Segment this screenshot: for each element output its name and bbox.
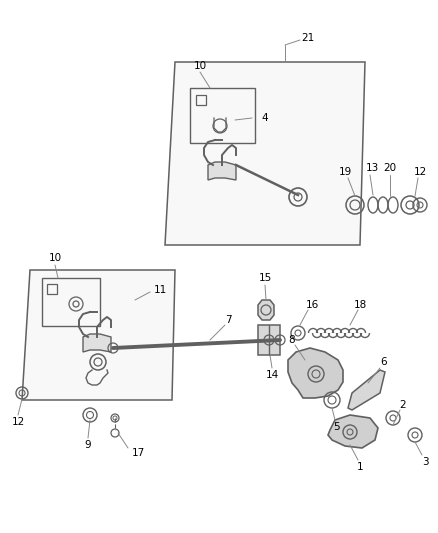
Polygon shape [348,370,385,410]
Text: 11: 11 [153,285,166,295]
Polygon shape [328,415,378,448]
Polygon shape [165,62,365,245]
Text: 19: 19 [339,167,352,177]
Text: 12: 12 [413,167,427,177]
Text: 9: 9 [85,440,91,450]
Polygon shape [288,348,343,398]
Text: 8: 8 [289,335,295,345]
Polygon shape [22,270,175,400]
Text: 17: 17 [131,448,145,458]
Text: 18: 18 [353,300,367,310]
Text: 20: 20 [383,163,396,173]
Bar [196,95,206,105]
Text: 10: 10 [49,253,62,263]
Text: 21: 21 [301,33,314,43]
Text: 16: 16 [305,300,318,310]
Polygon shape [83,334,111,352]
Text: 7: 7 [225,315,231,325]
Bar [42,278,100,326]
Text: 14: 14 [265,370,279,380]
Text: 4: 4 [261,113,268,123]
Text: 6: 6 [381,357,387,367]
Text: 13: 13 [365,163,378,173]
Text: 15: 15 [258,273,272,283]
Polygon shape [208,162,236,180]
Text: 12: 12 [11,417,25,427]
Text: 10: 10 [194,61,207,71]
Bar [190,88,255,143]
Polygon shape [258,300,274,320]
Text: 2: 2 [400,400,406,410]
Text: 3: 3 [422,457,428,467]
Text: 5: 5 [334,422,340,432]
Bar [47,284,57,294]
Text: 1: 1 [357,462,363,472]
Polygon shape [258,325,280,355]
